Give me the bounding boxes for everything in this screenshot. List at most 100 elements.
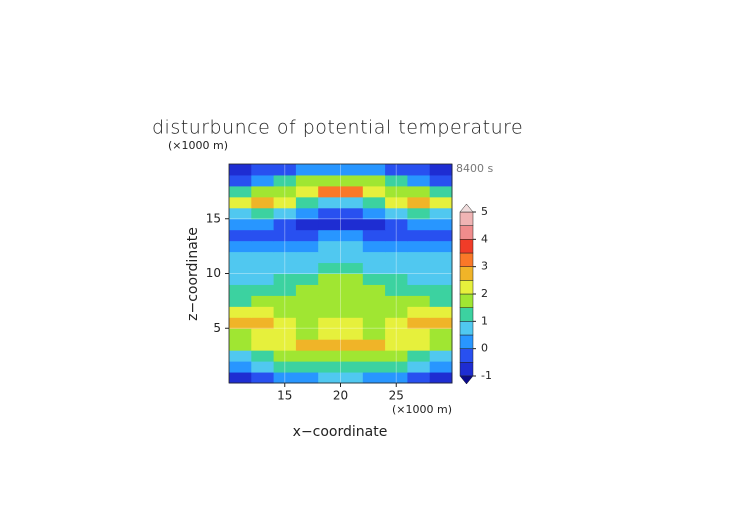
contour-cell xyxy=(251,361,275,373)
contour-cell xyxy=(295,306,319,318)
contour-cell xyxy=(295,284,319,296)
contour-cell xyxy=(295,317,319,329)
contour-cell xyxy=(251,185,275,198)
contour-field xyxy=(229,164,453,384)
colorbar-band xyxy=(459,252,474,267)
contour-cell xyxy=(229,372,252,384)
contour-cell xyxy=(340,372,364,384)
contour-cell xyxy=(229,207,252,220)
contour-cell xyxy=(229,164,252,176)
contour-cell xyxy=(362,273,386,285)
contour-cell xyxy=(295,350,319,362)
contour-cell xyxy=(407,273,431,285)
contour-cell xyxy=(251,284,275,296)
colorbar-under xyxy=(459,375,474,385)
contour-cell xyxy=(385,218,408,231)
contour-cell xyxy=(362,251,386,264)
contour-cell xyxy=(429,207,453,220)
contour-cell xyxy=(295,328,319,340)
colorbar-over xyxy=(459,203,474,213)
plot-frame xyxy=(228,163,453,384)
contour-cell xyxy=(429,262,453,274)
contour-cell xyxy=(407,361,431,373)
contour-cell xyxy=(318,306,341,318)
colorbar-band xyxy=(459,334,474,349)
contour-cell xyxy=(251,251,275,264)
contour-cell xyxy=(295,196,319,209)
contour-cell xyxy=(229,185,252,198)
contour-cell xyxy=(407,328,431,340)
contour-cell xyxy=(273,196,297,209)
contour-cell xyxy=(229,196,252,209)
contour-cell xyxy=(362,317,386,329)
contour-cell xyxy=(251,164,275,176)
contour-cell xyxy=(407,196,431,209)
contour-cell xyxy=(318,185,341,198)
contour-cell xyxy=(273,218,297,231)
contour-cell xyxy=(318,262,341,274)
contour-cell xyxy=(429,306,453,318)
contour-cell xyxy=(273,207,297,220)
contour-cell xyxy=(251,229,275,242)
contour-cell xyxy=(251,262,275,274)
contour-cell xyxy=(362,196,386,209)
contour-cell xyxy=(340,284,364,296)
contour-cell xyxy=(340,262,364,274)
contour-cell xyxy=(362,372,386,384)
contour-cell xyxy=(318,240,341,253)
contour-cell xyxy=(251,196,275,209)
contour-cell xyxy=(229,328,252,340)
contour-cell xyxy=(385,284,408,296)
contour-cell xyxy=(295,174,319,187)
contour-cell xyxy=(273,229,297,242)
contour-cell xyxy=(385,229,408,242)
contour-cell xyxy=(385,317,408,329)
contour-cell xyxy=(407,229,431,242)
contour-cell xyxy=(340,295,364,307)
contour-cell xyxy=(429,164,453,176)
contour-cell xyxy=(385,207,408,220)
contour-cell xyxy=(429,361,453,373)
contour-cell xyxy=(362,207,386,220)
contour-cell xyxy=(340,240,364,253)
contour-cell xyxy=(229,262,252,274)
contour-cell xyxy=(273,295,297,307)
contour-cell xyxy=(318,174,341,187)
contour-cell xyxy=(362,306,386,318)
contour-cell xyxy=(385,262,408,274)
x-tick-label: 15 xyxy=(277,389,292,403)
contour-cell xyxy=(295,218,319,231)
y-tick-label: 5 xyxy=(213,321,221,335)
colorbar-tick-label: -1 xyxy=(481,369,492,382)
contour-cell xyxy=(318,218,341,231)
contour-cell xyxy=(340,339,364,351)
contour-cell xyxy=(251,273,275,285)
contour-cell xyxy=(295,339,319,351)
contour-cell xyxy=(362,339,386,351)
contour-cell xyxy=(318,317,341,329)
contour-cell xyxy=(407,306,431,318)
contour-cell xyxy=(295,185,319,198)
contour-cell xyxy=(362,229,386,242)
contour-cell xyxy=(385,350,408,362)
contour-cell xyxy=(385,251,408,264)
contour-cell xyxy=(318,372,341,384)
colorbar-tick-label: 1 xyxy=(481,314,488,327)
contour-cell xyxy=(229,361,252,373)
contour-cell xyxy=(362,240,386,253)
y-tick-label: 15 xyxy=(206,211,221,225)
contour-cell xyxy=(429,251,453,264)
contour-cell xyxy=(229,284,252,296)
contour-cell xyxy=(295,164,319,176)
contour-cell xyxy=(429,174,453,187)
contour-cell xyxy=(318,251,341,264)
contour-cell xyxy=(407,295,431,307)
contour-cell xyxy=(318,207,341,220)
colorbar-band xyxy=(459,225,474,240)
contour-cell xyxy=(318,295,341,307)
contour-cell xyxy=(251,317,275,329)
contour-cell xyxy=(429,328,453,340)
contour-cell xyxy=(429,185,453,198)
contour-cell xyxy=(340,328,364,340)
contour-cell xyxy=(340,185,364,198)
